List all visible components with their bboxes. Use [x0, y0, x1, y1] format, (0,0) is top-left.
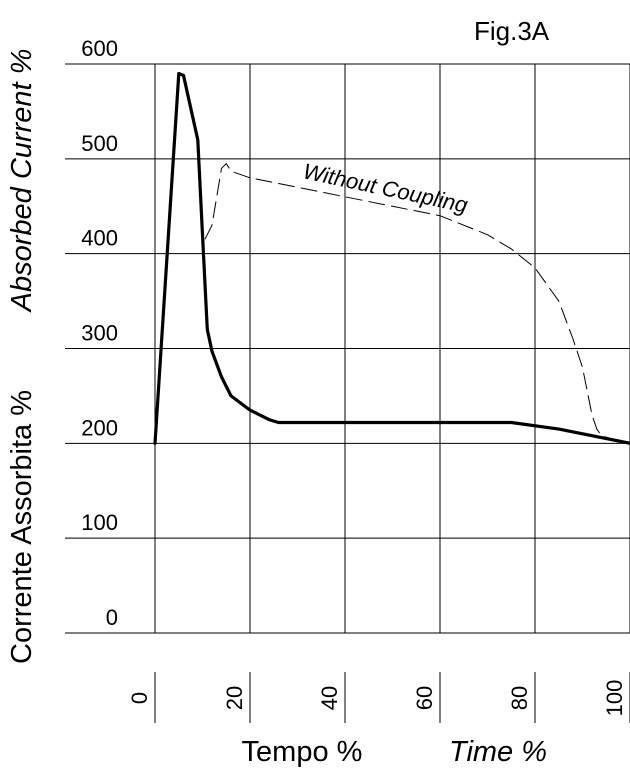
x-axis-ticks: 0 20 40 60 80 100	[127, 672, 630, 723]
x-tick-label: 80	[507, 686, 532, 710]
y-tick-label: 100	[81, 510, 118, 535]
x-axis-label-english: Time %	[449, 736, 547, 768]
y-tick-label: 200	[81, 415, 118, 440]
x-tick-label: 100	[602, 680, 627, 717]
y-axis-ticks: 0 100 200 300 400 500 600	[81, 36, 118, 630]
x-tick-label: 0	[127, 692, 152, 704]
figure-label: Fig.3A	[474, 16, 550, 46]
x-tick-label: 20	[222, 686, 247, 710]
x-tick-label: 40	[317, 686, 342, 710]
series-line-without-coupling	[154, 73, 630, 444]
y-tick-label: 300	[81, 321, 118, 346]
chart-series	[153, 71, 630, 445]
y-tick-label: 400	[81, 226, 118, 251]
y-tick-label: 0	[106, 605, 118, 630]
y-axis-label-english: Absorbed Current %	[6, 49, 38, 314]
y-tick-label: 500	[81, 131, 118, 156]
y-axis-label: Corrente Assorbita %	[6, 390, 38, 664]
y-tick-label: 600	[81, 36, 118, 61]
x-tick-label: 60	[412, 686, 437, 710]
chart-grid	[65, 63, 630, 634]
annotation-without-coupling: Without Coupling	[301, 158, 471, 217]
series-line-main	[153, 71, 630, 445]
x-axis-label: Tempo %	[242, 736, 363, 768]
